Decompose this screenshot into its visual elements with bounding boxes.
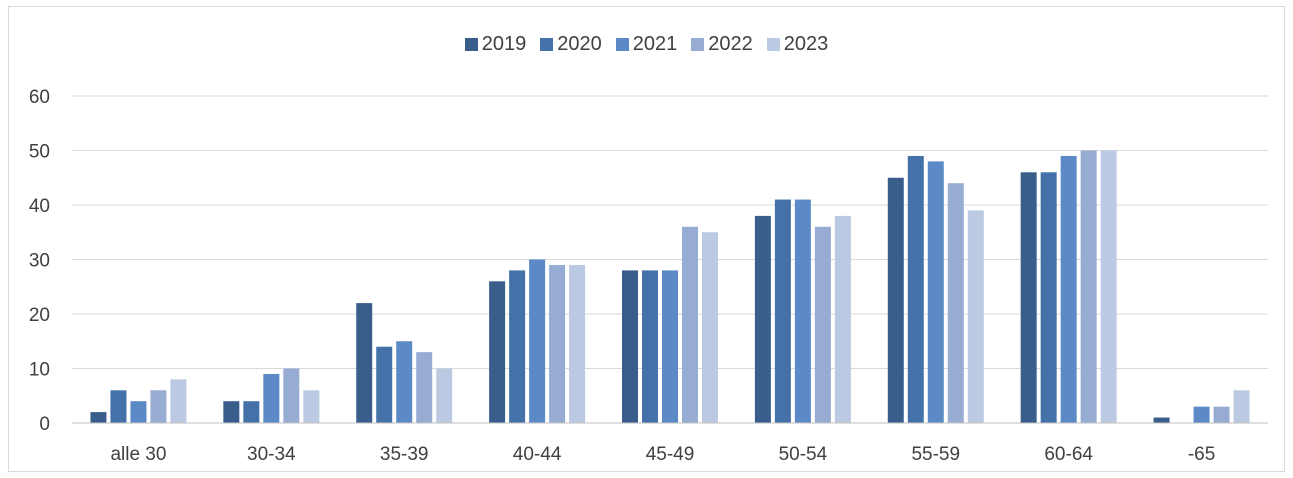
bar-2019-alle-30 <box>90 412 107 423</box>
x-tick-label: -65 <box>1188 444 1215 465</box>
x-tick-label: 50-54 <box>779 444 828 465</box>
bar-2021-55-59 <box>927 161 944 423</box>
legend-swatch <box>540 38 554 51</box>
legend-item-2021: 2021 <box>615 33 678 56</box>
bar-2019-55-59 <box>887 177 904 423</box>
bar-2019-30-34 <box>223 401 240 423</box>
legend-item-2023: 2023 <box>766 33 829 56</box>
y-tick-label: 60 <box>29 87 50 108</box>
y-tick-label: 40 <box>29 196 50 217</box>
bar-2022-45-49 <box>682 226 698 423</box>
bar-2020-55-59 <box>907 155 924 423</box>
bar-2019-50-54 <box>754 215 771 423</box>
legend-label: 2019 <box>481 33 527 55</box>
bar-2020-alle-30 <box>110 390 127 423</box>
bar-2023--65 <box>1233 390 1250 423</box>
bar-2020-45-49 <box>642 270 658 423</box>
legend-item-2022: 2022 <box>691 33 753 56</box>
x-tick-label: alle 30 <box>110 444 166 465</box>
legend-item-2020: 2020 <box>540 33 602 56</box>
bar-2019-40-44 <box>489 281 506 423</box>
bar-2022-50-54 <box>814 226 831 423</box>
bar-2023-50-54 <box>834 215 851 423</box>
bar-2023-35-39 <box>436 368 453 423</box>
bar-2021-35-39 <box>396 341 413 423</box>
bar-2022-35-39 <box>416 352 433 423</box>
bars <box>90 150 1250 423</box>
bar-2020-50-54 <box>774 199 791 423</box>
y-tick-label: 30 <box>29 251 50 272</box>
bar-2021--65 <box>1193 406 1210 423</box>
bar-2022-40-44 <box>549 264 566 423</box>
legend-label: 2022 <box>708 33 753 55</box>
bar-2023-55-59 <box>967 210 984 423</box>
bar-2019--65 <box>1153 417 1170 423</box>
bar-2023-30-34 <box>303 390 320 423</box>
bar-2023-45-49 <box>702 232 718 423</box>
bar-2021-50-54 <box>794 199 811 423</box>
bar-2022-30-34 <box>283 368 300 423</box>
bar-2019-45-49 <box>622 270 638 423</box>
bar-2022-alle-30 <box>150 390 167 423</box>
bar-2021-45-49 <box>662 270 678 423</box>
y-tick-label: 20 <box>29 305 50 326</box>
x-tick-label: 35-39 <box>380 444 429 465</box>
x-tick-label: 55-59 <box>911 444 960 465</box>
x-tick-label: 60-64 <box>1044 444 1093 465</box>
bar-2023-40-44 <box>569 264 586 423</box>
bar-2022--65 <box>1213 406 1230 423</box>
axes: 0 10 20 30 40 50 60 alle 30 30-34 35-39 40-44 45-49… <box>29 87 1268 465</box>
bar-2023-alle-30 <box>170 379 187 423</box>
bar-2020-30-34 <box>243 401 260 423</box>
legend-swatch <box>766 38 780 51</box>
bar-2019-60-64 <box>1020 172 1037 423</box>
legend-swatch <box>615 38 629 51</box>
bar-2023-60-64 <box>1100 150 1117 423</box>
bar-2021-alle-30 <box>130 401 147 423</box>
y-tick-label: 0 <box>39 414 50 435</box>
x-tick-label: 45-49 <box>646 444 695 465</box>
legend-label: 2021 <box>632 33 678 55</box>
bar-2019-35-39 <box>356 303 373 423</box>
legend-swatch <box>464 38 478 51</box>
bar-2021-30-34 <box>263 373 280 423</box>
legend-swatch <box>691 38 705 51</box>
y-tick-label: 10 <box>29 360 50 381</box>
bar-2022-55-59 <box>947 183 964 423</box>
bar-2021-40-44 <box>529 259 546 423</box>
chart-legend: 2019 2020 2021 2022 2023 <box>0 33 1293 56</box>
legend-label: 2023 <box>783 33 829 55</box>
bar-2020-40-44 <box>509 270 526 423</box>
legend-item-2019: 2019 <box>464 33 527 56</box>
legend-label: 2020 <box>557 33 602 55</box>
x-tick-label: 30-34 <box>247 444 296 465</box>
bar-2021-60-64 <box>1060 155 1077 423</box>
bar-2022-60-64 <box>1080 150 1097 423</box>
bar-2020-35-39 <box>376 346 393 423</box>
x-tick-label: 40-44 <box>513 444 562 465</box>
bar-2020-60-64 <box>1040 172 1057 423</box>
y-tick-label: 50 <box>29 142 50 163</box>
